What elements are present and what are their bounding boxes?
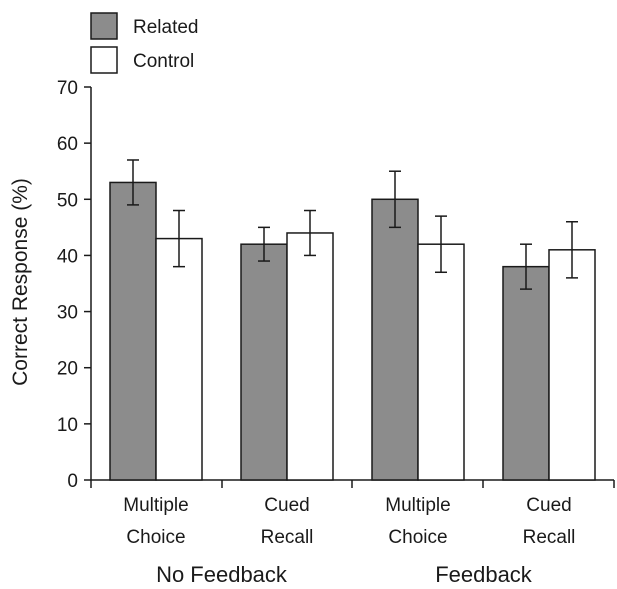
category-label-line2: Recall: [523, 527, 576, 548]
category-label-line2: Choice: [388, 527, 447, 548]
legend: Related Control: [90, 12, 199, 74]
y-tick-label: 0: [67, 471, 78, 492]
y-tick-label: 30: [57, 303, 78, 324]
error-bars: [127, 159, 578, 290]
y-tick-label: 10: [57, 415, 78, 436]
y-tick-label: 20: [57, 359, 78, 380]
category-label-line2: Choice: [126, 527, 185, 548]
group-label: No Feedback: [156, 562, 288, 587]
y-tick-label: 40: [57, 246, 78, 267]
bar-related-2: [371, 198, 419, 481]
category-label-line1: Multiple: [123, 495, 188, 516]
legend-swatch-control: [90, 46, 118, 74]
category-label-line1: Cued: [264, 495, 309, 516]
bar-control-2: [417, 243, 465, 481]
y-tick-label: 60: [57, 134, 78, 155]
bar-control-3: [548, 249, 596, 481]
category-label-line1: Multiple: [385, 495, 450, 516]
bar-control-1: [286, 232, 334, 481]
legend-label-related: Related: [133, 17, 199, 38]
bar-related-3: [502, 265, 550, 481]
category-label-line2: Recall: [261, 527, 314, 548]
legend-label-control: Control: [133, 51, 194, 72]
legend-swatch-related: [90, 12, 118, 40]
category-label-line1: Cued: [526, 495, 571, 516]
bar-related-0: [109, 181, 157, 481]
y-axis-label: Correct Response (%): [9, 178, 32, 386]
bars: [109, 181, 596, 481]
y-tick-label: 50: [57, 190, 78, 211]
x-axis-labels: Multiple Choice Cued Recall Multiple Choice Cu…: [123, 495, 575, 587]
y-tick-label: 70: [57, 78, 78, 99]
group-label: Feedback: [435, 562, 533, 587]
bar-control-0: [155, 237, 203, 481]
bar-related-1: [240, 243, 288, 481]
